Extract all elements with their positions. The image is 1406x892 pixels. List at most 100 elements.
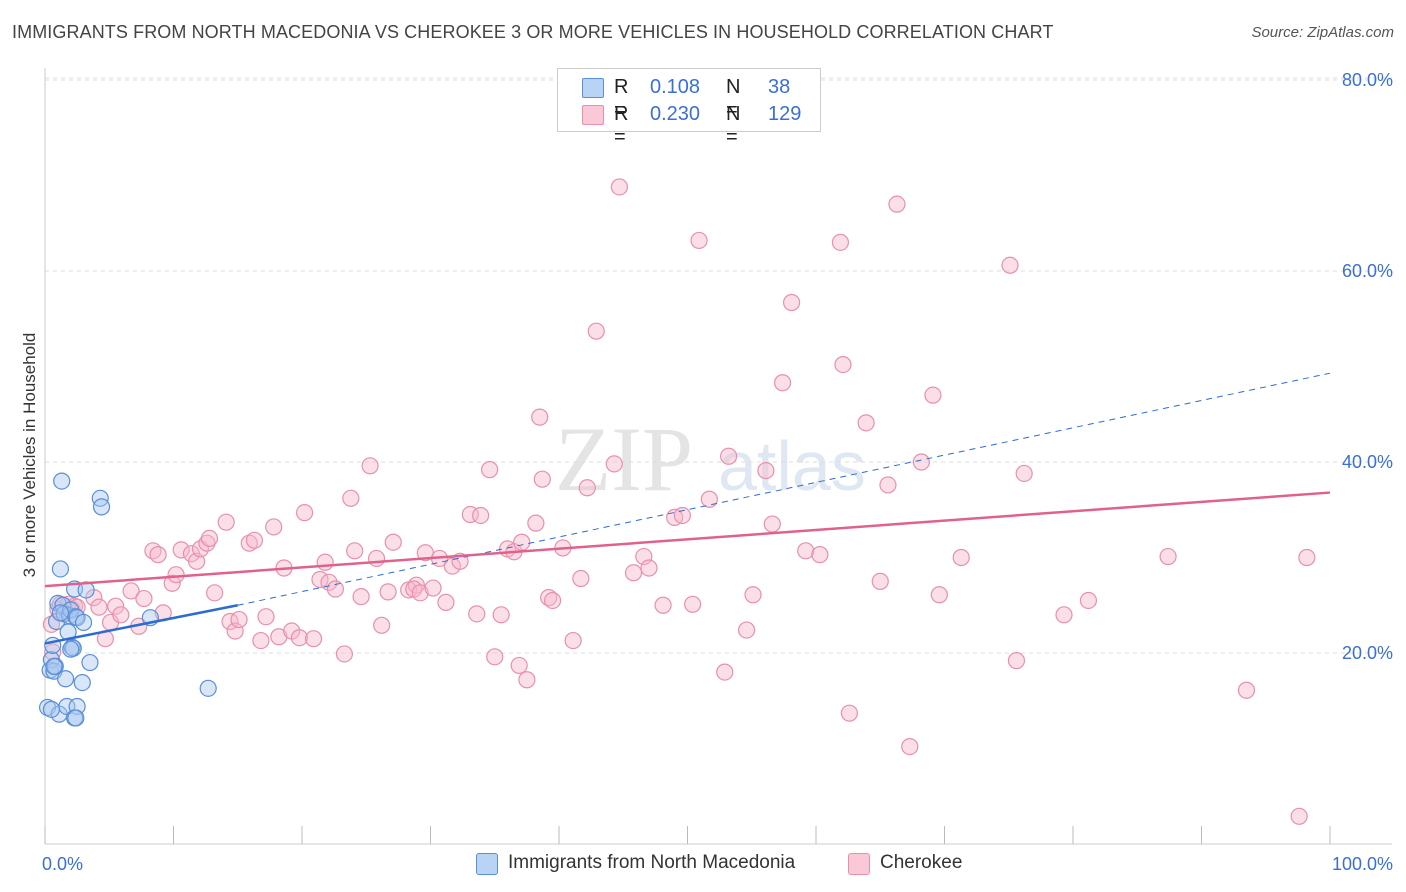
watermark: ZIP atlas [555,408,866,510]
watermark-zip: ZIP [555,408,693,510]
cherokee-point [107,597,125,615]
cherokee-point [135,589,153,608]
cherokee-point [122,582,140,600]
cherokee-point [840,704,859,722]
legend-n-value: 38 [768,76,791,98]
cherokee-point [352,588,370,606]
legend-n-label: N = [726,76,741,121]
cherokee-point [930,586,948,604]
cherokee-point [871,572,889,590]
cherokee-point [531,408,549,426]
chart-title: IMMIGRANTS FROM NORTH MACEDONIA VS CHERO… [12,22,1054,42]
cherokee-point [90,598,108,616]
cherokee-point [857,414,875,432]
cherokee-point [578,479,596,497]
cherokee-point [700,490,718,508]
cherokee-point [472,506,490,525]
cherokee-point [912,453,930,471]
cherokee-point [361,457,379,475]
cherokee-point [206,584,224,602]
cherokee-point [690,231,708,250]
north-macedonia-trend-line [44,604,238,645]
source-label: Source: ZipAtlas.com [1251,24,1394,41]
cherokee-point [888,195,906,213]
cherokee-point [424,579,442,597]
cherokee-point [346,542,364,560]
cherokee-point [437,593,455,611]
cherokee-point [533,470,551,488]
cherokee-point [952,548,970,567]
legend-r-label: R = [614,103,629,148]
cherokee-point [481,461,499,479]
cherokee-point [654,596,672,614]
cherokee-point [1079,591,1098,610]
cherokee-point [1007,652,1026,670]
cherokee-point [673,506,691,525]
cherokee-point [1290,807,1308,825]
cherokee-point [245,531,264,549]
y-tick-label: 60.0% [1342,261,1393,281]
north-macedonia-point [56,670,75,688]
north-macedonia-point [73,674,91,692]
north-macedonia-point [62,640,80,658]
north-macedonia-point [81,653,99,672]
cherokee-point [782,293,801,312]
cherokee-point [379,583,397,601]
cherokee-point [720,447,738,465]
cherokee-point [773,374,792,392]
y-tick-label: 40.0% [1342,452,1393,472]
north-macedonia-point [67,709,85,727]
x-tick-label: 100.0% [1332,854,1393,874]
cherokee-point [468,605,486,623]
cherokee-point [513,533,531,551]
cherokee-point [230,610,248,629]
legend-r-label: R = [614,76,629,121]
cherokee-point [149,546,167,564]
cherokee-point [605,455,623,473]
legend-swatch-blue [582,78,604,98]
cherokee-point [373,616,391,634]
cherokee-point [610,178,628,196]
cherokee-trend-line [44,491,1331,588]
north-macedonia-point [53,472,71,490]
north-macedonia-point [74,613,93,632]
trend-lines [44,372,1331,645]
cherokee-point [252,631,270,650]
correlation-legend: R = 0.108 N = 38 R = 0.230 N = 129 [557,68,821,148]
watermark-atlas: atlas [718,427,866,505]
north-macedonia-points [38,472,217,727]
tick-labels: 20.0% 40.0% 60.0% 80.0% 0.0% 100.0% [42,70,1393,874]
north-macedonia-point [45,657,63,675]
legend-r-value: 0.108 [650,76,701,98]
bottom-legend-swatch-pink [848,853,870,875]
cherokee-point [879,476,897,494]
cherokee-point [834,355,852,374]
cherokee-point [1159,547,1177,566]
cherokee-point [716,663,734,681]
north-macedonia-point [42,700,61,718]
north-macedonia-point [51,560,70,578]
cherokee-point [518,671,536,689]
cherokee-point [342,489,360,507]
cherokee-point [304,630,323,648]
cherokee-point [1055,606,1073,624]
cherokee-point [572,569,590,588]
cherokee-point [564,631,582,650]
cherokee-point [290,629,309,647]
north-macedonia-point [51,604,70,622]
bottom-legend-swatch-blue [476,853,498,875]
cherokee-point [163,574,181,592]
cherokee-point [486,648,504,666]
bottom-legend-label: Immigrants from North Macedonia [508,852,796,873]
cherokee-point [42,615,61,633]
cherokee-point [763,515,781,533]
cherokee-point [240,534,258,552]
cherokee-point [587,322,605,340]
cherokee-point [295,504,314,522]
cherokee-point [172,541,190,559]
cherokee-point [167,566,185,584]
north-macedonia-point [92,498,111,516]
cherokee-point [217,513,235,531]
cherokee-point [384,533,402,551]
